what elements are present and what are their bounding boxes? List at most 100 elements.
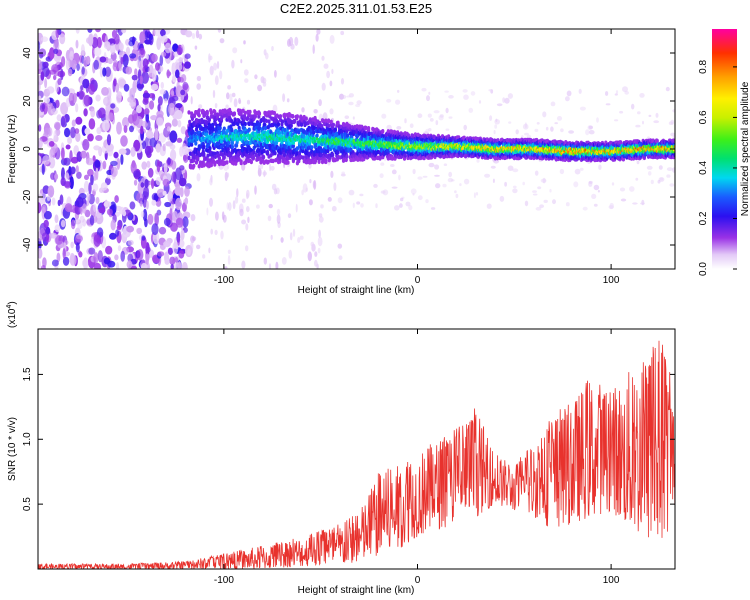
ridge-cell (194, 141, 198, 146)
noise-blob (170, 90, 175, 96)
noise-blob (512, 185, 517, 189)
noise-blob (141, 235, 146, 241)
noise-blob (172, 95, 179, 102)
ridge-core (244, 138, 247, 142)
noise-blob (307, 251, 312, 262)
noise-blob (318, 216, 324, 223)
noise-blob (92, 183, 99, 192)
ridge-cell (333, 127, 337, 132)
noise-blob (647, 171, 652, 176)
noise-blob (543, 199, 548, 203)
noise-blob (169, 130, 178, 143)
ridge-cell (190, 142, 194, 147)
noise-blob (209, 177, 213, 186)
noise-blob (109, 232, 117, 240)
noise-blob (87, 168, 94, 177)
noise-blob (241, 219, 247, 225)
noise-blob (270, 234, 273, 240)
noise-blob (74, 219, 82, 225)
noise-blob (118, 50, 125, 58)
noise-blob (167, 190, 173, 202)
noise-blob (276, 208, 281, 215)
noise-blob (126, 260, 133, 269)
noise-blob (359, 193, 364, 197)
noise-blob (174, 186, 182, 196)
noise-blob (219, 38, 225, 44)
noise-blob (75, 196, 84, 208)
noise-blob (640, 202, 645, 205)
noise-blob (672, 135, 675, 139)
noise-blob (360, 203, 364, 208)
noise-blob (46, 86, 55, 94)
noise-blob (396, 126, 402, 130)
noise-blob (152, 68, 157, 82)
noise-blob (164, 42, 172, 54)
noise-blob (267, 215, 272, 222)
noise-blob (549, 188, 552, 193)
noise-blob (550, 101, 556, 107)
noise-blob (75, 103, 79, 113)
noise-blob (534, 128, 539, 132)
noise-blob (609, 202, 614, 209)
noise-blob (591, 193, 597, 199)
noise-blob (287, 213, 292, 219)
noise-blob (243, 69, 249, 76)
noise-blob (67, 136, 73, 144)
noise-blob (310, 241, 315, 247)
noise-blob (241, 260, 246, 269)
noise-blob (100, 182, 108, 191)
noise-blob (286, 74, 292, 82)
noise-blob (123, 83, 130, 92)
noise-blob (409, 123, 414, 128)
noise-blob (227, 249, 231, 254)
noise-blob (78, 90, 84, 100)
noise-blob (288, 249, 293, 259)
noise-blob (532, 193, 538, 196)
noise-blob (139, 31, 146, 44)
noise-blob (107, 58, 113, 65)
noise-blob (428, 162, 435, 168)
noise-blob (573, 181, 579, 188)
noise-blob (504, 97, 510, 104)
noise-blob (103, 41, 111, 50)
noise-blob (44, 78, 48, 89)
noise-blob (395, 99, 401, 105)
noise-blob (281, 257, 287, 265)
noise-blob (179, 77, 184, 83)
noise-blob (289, 232, 293, 241)
noise-blob (110, 103, 116, 109)
noise-blob (159, 54, 164, 67)
ridge-cell (291, 114, 295, 119)
noise-blob (87, 133, 94, 142)
noise-blob (639, 93, 645, 98)
noise-blob (38, 247, 43, 259)
noise-blob (90, 108, 96, 118)
ridge-cell (367, 126, 371, 131)
noise-blob (507, 93, 513, 99)
noise-blob (214, 103, 218, 109)
noise-blob (54, 214, 59, 224)
noise-blob (146, 246, 151, 253)
noise-blob (122, 117, 130, 128)
noise-blob (59, 194, 64, 205)
noise-blob (60, 219, 66, 228)
ridge-cell (197, 113, 201, 118)
noise-blob (176, 137, 183, 143)
noise-blob (578, 88, 582, 94)
noise-blob (110, 166, 118, 177)
noise-blob (75, 39, 79, 49)
noise-blob (246, 206, 250, 213)
noise-blob (177, 234, 181, 246)
ridge-cell (222, 126, 226, 131)
noise-blob (116, 91, 122, 104)
noise-blob (147, 167, 154, 178)
noise-blob (341, 94, 347, 99)
noise-blob (79, 55, 83, 63)
noise-blob (309, 179, 312, 184)
ridge-cell (219, 139, 224, 144)
noise-blob (171, 118, 178, 127)
ridge-cell (381, 129, 385, 134)
noise-blob (142, 195, 147, 208)
noise-blob (64, 203, 73, 213)
